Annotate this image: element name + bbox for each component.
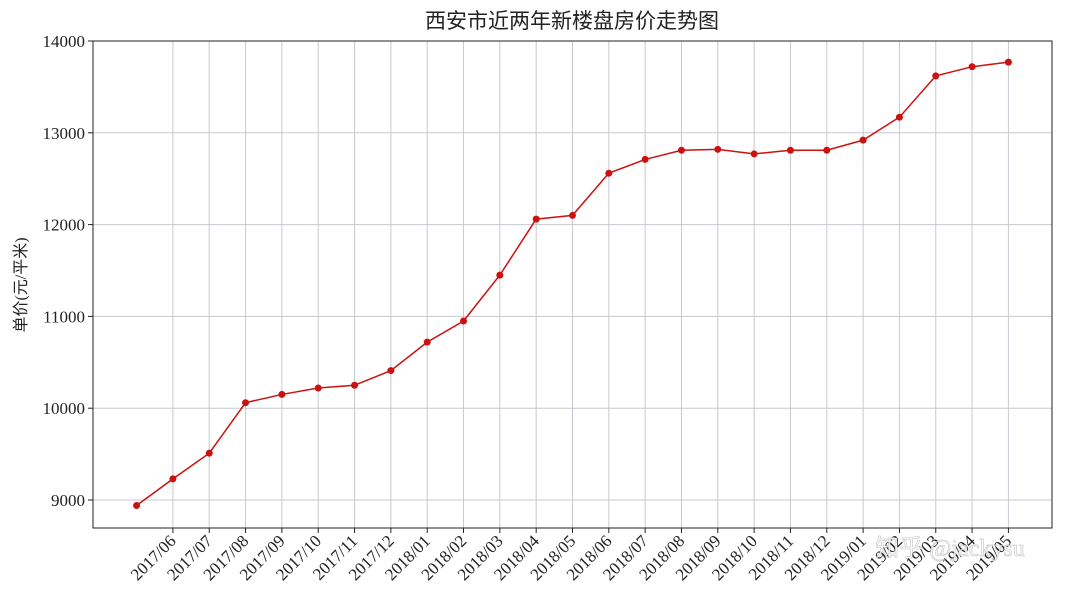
data-point [569,211,576,219]
data-point [859,136,867,144]
data-point [205,449,213,457]
data-point [169,475,177,483]
data-point [895,113,903,121]
plot-frame [92,40,1053,529]
y-tick-label: 14000 [43,32,86,51]
data-point [387,367,395,375]
y-tick-label: 11000 [43,307,85,326]
data-point [677,146,685,154]
data-point [714,145,722,153]
y-tick-label: 10000 [43,399,86,418]
data-point [423,338,431,346]
data-point [133,502,141,510]
data-point [605,169,613,177]
y-tick-label: 9000 [51,491,85,510]
data-point [968,63,976,71]
data-point [351,381,359,389]
y-tick-label: 12000 [43,216,86,235]
data-point [278,390,286,398]
data-point [242,399,250,407]
data-point [750,150,758,158]
chart-title: 西安市近两年新楼盘房价走势图 [425,9,719,33]
data-point [786,146,794,154]
data-point [496,271,504,279]
data-point [932,72,940,80]
data-point [1004,58,1012,66]
y-axis-label: 单价(元/平米) [12,237,30,332]
data-point [314,384,322,392]
data-point [641,155,649,163]
data-point [532,215,540,223]
data-point [460,317,468,325]
data-point [823,146,831,154]
y-tick-label: 13000 [43,124,86,143]
watermark: 知乎 @jackysu [875,535,1024,562]
